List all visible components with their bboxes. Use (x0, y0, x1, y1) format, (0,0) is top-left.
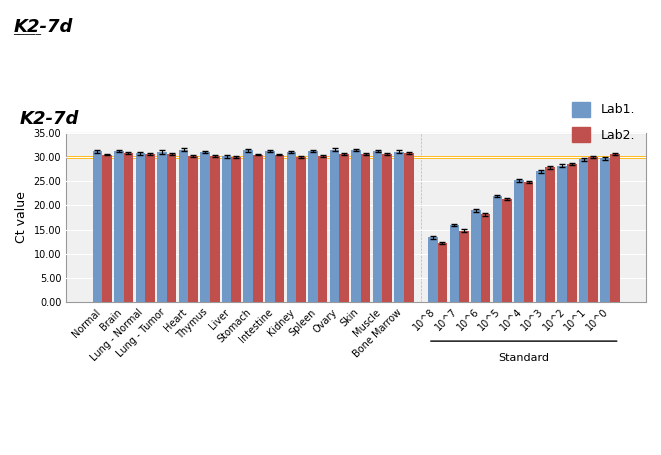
Bar (351, 150, 361, 302)
Bar (438, 243, 447, 302)
Bar (536, 172, 545, 302)
Bar (449, 225, 459, 302)
Bar (318, 156, 327, 302)
Bar (274, 155, 284, 302)
Bar (102, 155, 112, 302)
Bar (404, 153, 414, 302)
Bar (210, 157, 219, 302)
Bar (308, 151, 318, 302)
Bar (231, 157, 241, 302)
Bar (600, 158, 610, 302)
Bar (287, 152, 296, 302)
Bar (373, 151, 383, 302)
Bar (471, 210, 481, 302)
Bar (502, 199, 512, 302)
Bar (114, 151, 124, 302)
Bar (157, 152, 167, 302)
Text: K2-7d: K2-7d (13, 18, 73, 36)
Bar (545, 167, 555, 302)
Bar (243, 150, 253, 302)
Bar (253, 155, 262, 302)
Bar (567, 164, 576, 302)
Bar (265, 151, 274, 302)
Bar (167, 154, 176, 302)
Bar (361, 153, 370, 302)
Bar (557, 166, 567, 302)
Bar (428, 238, 438, 302)
Text: Standard: Standard (498, 353, 549, 363)
Bar (188, 156, 198, 302)
Bar (524, 182, 533, 302)
Bar (514, 180, 524, 302)
Bar (200, 152, 210, 302)
Bar (136, 153, 145, 302)
Bar (492, 196, 502, 302)
Bar (330, 150, 339, 302)
Bar (222, 157, 231, 302)
Bar (178, 150, 188, 302)
Bar (339, 154, 349, 302)
Text: K2-7d: K2-7d (20, 111, 79, 128)
Legend: Lab1., Lab2.: Lab1., Lab2. (566, 96, 640, 147)
Bar (395, 152, 404, 302)
Text: _____: _____ (13, 25, 42, 35)
Bar (296, 157, 306, 302)
Y-axis label: Ct value: Ct value (15, 192, 28, 243)
Bar (93, 151, 102, 302)
Bar (124, 153, 134, 302)
Bar (383, 154, 392, 302)
Bar (481, 214, 490, 302)
Bar (459, 231, 469, 302)
Bar (588, 157, 598, 302)
Bar (145, 154, 155, 302)
Bar (610, 154, 619, 302)
Bar (579, 159, 588, 302)
